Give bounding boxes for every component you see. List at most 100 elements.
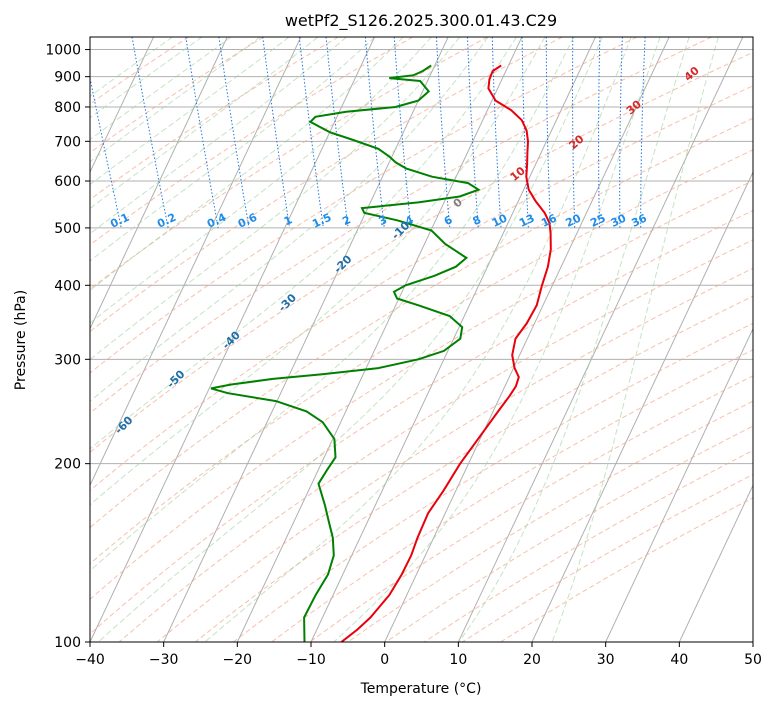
mixing-ratio-line (218, 37, 250, 228)
dry-adiabat (156, 267, 753, 642)
isotherm (605, 327, 753, 642)
mixing-ratio-label: 2 (340, 213, 352, 228)
isotherm (90, 37, 154, 174)
isotherm (90, 37, 228, 330)
x-tick-label: 30 (597, 652, 615, 668)
isotherm (457, 37, 744, 642)
dry-adiabat (90, 180, 753, 600)
isotherm (384, 37, 670, 642)
isotherm (752, 640, 753, 642)
moist-adiabat-label: 30 (624, 97, 644, 117)
dry-adiabat (90, 117, 753, 529)
moist-adiabat (90, 37, 173, 98)
x-tick-label: 20 (523, 652, 541, 668)
dry-adiabat (90, 37, 488, 290)
mixing-ratio-label: 1 (282, 213, 294, 228)
mixing-ratio-lines (90, 37, 646, 229)
moist-adiabat (90, 37, 404, 292)
mixing-ratio-label: 20 (564, 211, 584, 229)
y-tick-label: 200 (54, 457, 81, 473)
y-tick-label: 400 (54, 278, 81, 294)
y-tick-label: 900 (54, 70, 81, 86)
dry-adiabat (90, 209, 753, 635)
isotherm (0, 37, 80, 642)
x-tick-label: −10 (296, 652, 326, 668)
mixing-ratio-label: 10 (490, 211, 510, 229)
dry-adiabats (90, 37, 753, 642)
plot-area (0, 37, 753, 642)
y-tick-label: 800 (54, 100, 81, 116)
moist-adiabat-label: 0 (451, 195, 465, 210)
x-tick-label: 0 (380, 652, 389, 668)
mixing-ratio-line (90, 75, 122, 229)
mixing-ratio-line (467, 37, 479, 228)
skewed-isotherms (0, 37, 753, 642)
moist-adiabat (90, 37, 319, 210)
mixing-ratio-label: 36 (630, 211, 650, 229)
isotherm (90, 37, 302, 487)
moist-adiabat (90, 37, 489, 402)
moist-adiabat (90, 37, 290, 186)
dry-adiabat (90, 149, 753, 565)
plot-frame (89, 36, 754, 643)
x-tick-label: 40 (670, 652, 688, 668)
temperature-profile-line (340, 64, 552, 642)
mixing-ratio-label: 30 (609, 211, 629, 229)
dry-adiabat (90, 37, 190, 105)
mixing-ratio-line (521, 37, 529, 228)
dry-adiabat (90, 37, 712, 414)
moist-adiabat (333, 37, 661, 642)
mixing-ratio-line (572, 37, 576, 228)
dry-adiabat (90, 37, 563, 333)
moist-adiabat (90, 37, 261, 163)
x-tick-label: 10 (449, 652, 467, 668)
mixing-ratio-label: 8 (471, 213, 483, 228)
moist-adiabats (90, 37, 719, 642)
y-tick-label: 600 (54, 174, 81, 190)
moist-adiabat (204, 37, 632, 642)
moist-adiabat (90, 37, 347, 235)
isotherm (236, 37, 523, 642)
isotherm (310, 37, 596, 642)
mixing-ratio-line (131, 37, 169, 229)
dry-adiabat-label: -40 (220, 328, 243, 351)
dry-adiabat (271, 349, 753, 642)
mixing-ratio-label: 6 (442, 213, 455, 228)
moist-adiabat (90, 37, 546, 506)
dry-adiabat-label: -60 (112, 413, 135, 436)
mixing-ratio-line (435, 37, 451, 228)
mixing-ratio-line (619, 37, 623, 228)
y-axis-label: Pressure (hPa) (13, 290, 29, 390)
dry-adiabat (462, 473, 753, 642)
isotherm (0, 37, 6, 642)
dry-adiabat (500, 497, 753, 642)
moist-adiabat (90, 37, 461, 361)
moist-adiabat (90, 37, 432, 324)
mixing-ratio-line (393, 37, 412, 228)
dry-adiabat (233, 322, 753, 642)
mixing-ratio-label: 13 (517, 212, 536, 230)
x-tick-label: 50 (744, 652, 762, 668)
mixing-ratio-line (545, 37, 551, 228)
dry-adiabat-label: -20 (331, 252, 354, 275)
isotherm (678, 484, 753, 642)
mixing-ratio-line (640, 37, 646, 228)
y-tick-label: 100 (54, 635, 81, 651)
y-tick-label: 1000 (45, 43, 81, 59)
dry-adiabat (309, 375, 753, 642)
mixing-ratio-line (491, 37, 502, 228)
moist-adiabat (90, 37, 376, 262)
mixing-ratio-label: 16 (539, 211, 559, 229)
chart-title: wetPf2_S126.2025.300.01.43.C29 (285, 11, 557, 31)
mixing-ratio-line (262, 37, 291, 228)
x-tick-label: −20 (223, 652, 253, 668)
moist-adiabat (551, 37, 719, 642)
y-tick-label: 500 (54, 221, 81, 237)
dry-adiabat-label: -30 (276, 291, 299, 314)
isotherm (531, 170, 753, 642)
x-axis-label: Temperature (°C) (360, 681, 482, 697)
dry-adiabat (90, 37, 339, 201)
dry-adiabat (385, 425, 753, 642)
moist-adiabat (90, 37, 203, 119)
moist-adiabat (90, 37, 575, 572)
